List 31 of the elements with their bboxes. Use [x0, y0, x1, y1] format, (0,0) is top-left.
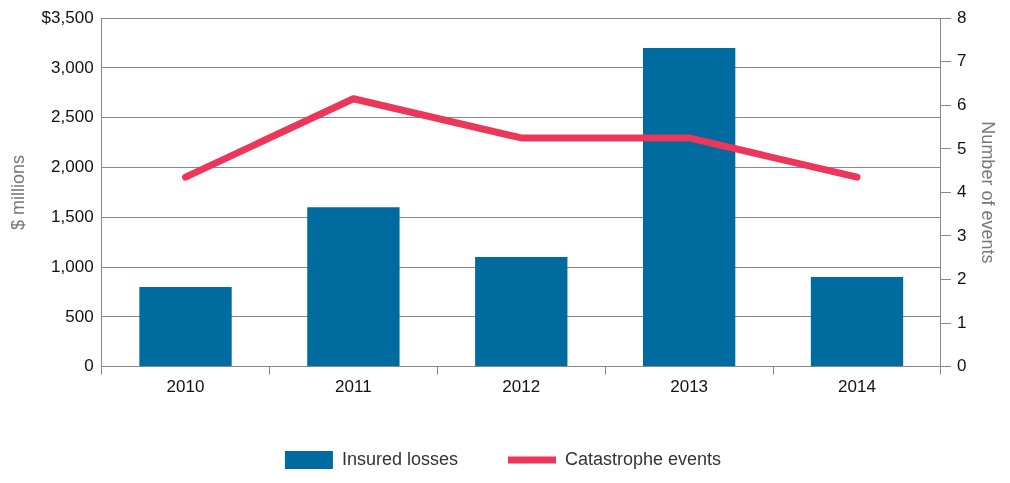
legend-label: Insured losses — [341, 448, 458, 469]
y2-tick-label: 7 — [956, 51, 967, 71]
bar — [810, 277, 904, 367]
y-tick-label: $3,500 — [41, 7, 94, 27]
y2-axis-title: Number of events — [978, 121, 999, 264]
y-tick-label: 1,000 — [51, 256, 94, 276]
bar — [475, 257, 568, 367]
y-tick-label: 500 — [65, 306, 94, 326]
bar — [139, 286, 232, 367]
x-tick-label: 2013 — [670, 377, 709, 397]
y2-tick-label: 3 — [956, 225, 967, 245]
bar — [307, 207, 400, 367]
x-tick-label: 2011 — [335, 377, 372, 397]
y2-tick-label: 4 — [956, 182, 967, 202]
y2-tick-label: 8 — [956, 7, 967, 27]
y-tick-label: 0 — [84, 356, 94, 376]
x-tick-label: 2014 — [838, 377, 876, 397]
bar — [642, 48, 736, 367]
y2-tick-label: 0 — [956, 356, 967, 376]
y-axis-title: $ millions — [7, 154, 28, 230]
y2-tick-label: 6 — [956, 94, 967, 114]
y-tick-label: 2,500 — [51, 107, 94, 127]
x-tick-label: 2012 — [502, 377, 541, 397]
y2-tick-label: 2 — [956, 269, 967, 289]
x-tick-label: 2010 — [166, 377, 205, 397]
y2-tick-label: 5 — [956, 138, 967, 158]
y-tick-label: 2,000 — [51, 157, 94, 177]
y2-tick-label: 1 — [956, 312, 967, 332]
y-tick-label: 1,500 — [51, 206, 94, 226]
legend-label: Catastrophe events — [564, 448, 722, 469]
y-tick-label: 3,000 — [51, 57, 94, 77]
